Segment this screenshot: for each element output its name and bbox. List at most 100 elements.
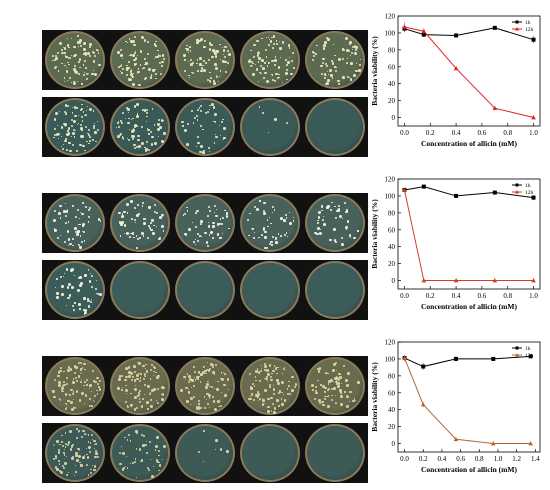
colony	[226, 61, 230, 64]
colony	[92, 369, 95, 373]
colony	[88, 140, 92, 143]
colony	[334, 401, 338, 404]
colony	[277, 66, 281, 69]
colony	[269, 386, 271, 388]
legend-marker	[515, 20, 519, 24]
colony	[141, 141, 144, 145]
colony	[84, 60, 86, 62]
colony	[91, 72, 94, 76]
colony	[117, 135, 120, 138]
colony	[327, 71, 329, 73]
colony	[356, 63, 358, 65]
colony	[264, 62, 266, 64]
x-tick-label: 0.6	[478, 129, 487, 137]
colony	[67, 37, 69, 40]
legend-label: 1h	[525, 20, 531, 26]
colony	[281, 41, 285, 44]
colony	[130, 70, 133, 73]
colony	[121, 136, 125, 139]
colony	[280, 398, 282, 400]
colony	[318, 233, 320, 235]
colony	[199, 56, 203, 60]
colony	[288, 385, 290, 387]
colony	[311, 384, 315, 388]
colony	[207, 221, 209, 223]
colony	[125, 401, 128, 404]
petri-dish	[110, 98, 170, 156]
colony	[80, 124, 83, 127]
colony	[66, 44, 70, 47]
colony	[207, 369, 211, 372]
colony	[122, 139, 125, 141]
colony	[199, 150, 202, 154]
colony	[120, 120, 122, 123]
colony	[135, 448, 137, 450]
colony	[83, 313, 85, 315]
petri-dish	[45, 261, 105, 319]
colony	[335, 379, 337, 381]
colony	[148, 224, 150, 227]
colony	[76, 208, 79, 211]
colony	[198, 403, 200, 405]
colony	[88, 451, 91, 454]
colony	[196, 38, 199, 41]
colony	[214, 121, 217, 123]
colony	[280, 49, 282, 51]
colony	[59, 42, 63, 46]
colony	[326, 206, 329, 209]
colony	[275, 40, 278, 42]
legend-label: 12h	[525, 353, 534, 359]
colony	[212, 225, 215, 228]
colony	[56, 295, 59, 299]
colony	[64, 446, 66, 448]
colony	[80, 107, 83, 111]
colony	[68, 141, 71, 145]
colony	[133, 51, 136, 54]
colony	[294, 383, 297, 386]
colony	[83, 455, 86, 457]
petri-dish	[305, 357, 365, 415]
colony	[254, 63, 257, 66]
data-point	[491, 356, 496, 361]
colony	[338, 372, 341, 375]
colony	[81, 202, 84, 205]
colony	[156, 122, 160, 126]
colony	[136, 395, 139, 398]
colony	[69, 430, 73, 434]
colony	[221, 378, 225, 381]
colony	[206, 215, 209, 217]
colony	[75, 379, 78, 382]
data-point	[528, 441, 533, 446]
colony	[95, 443, 97, 445]
colony	[145, 401, 149, 405]
y-tick-label: 40	[388, 80, 396, 88]
colony	[76, 80, 78, 82]
colony	[335, 66, 338, 69]
colony	[322, 385, 325, 388]
colony	[266, 375, 269, 378]
colony	[85, 109, 87, 111]
colony	[346, 57, 348, 59]
data-point	[492, 25, 497, 30]
colony	[64, 222, 67, 225]
colony	[84, 53, 88, 56]
colony	[204, 369, 207, 373]
petri-dish-photo	[42, 356, 108, 416]
colony	[128, 117, 130, 119]
colony	[56, 292, 59, 295]
colony	[96, 393, 99, 396]
colony	[120, 73, 122, 75]
colony	[202, 128, 204, 131]
y-tick-label: 40	[388, 406, 396, 414]
colony	[59, 204, 62, 208]
colony	[79, 380, 82, 383]
colony	[58, 398, 61, 400]
petri-dish-photo	[42, 423, 108, 483]
colony	[96, 376, 99, 379]
colony	[126, 41, 129, 44]
colony	[86, 447, 88, 449]
colony	[73, 382, 76, 385]
colony	[206, 393, 209, 396]
colony	[94, 140, 97, 143]
colony	[87, 434, 89, 436]
